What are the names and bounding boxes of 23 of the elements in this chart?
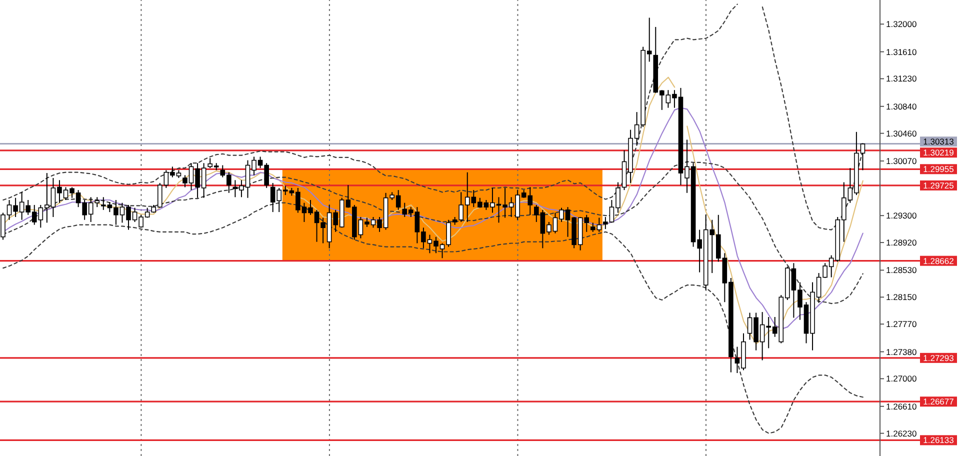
ref-line-label: 1.30313 xyxy=(923,136,954,147)
y-tick-label: 1.27000 xyxy=(886,374,917,384)
y-tick-label: 1.31230 xyxy=(886,74,917,84)
ref-line-label: 1.28662 xyxy=(923,256,954,266)
y-tick-label: 1.30070 xyxy=(886,156,917,166)
ref-line-label: 1.26677 xyxy=(923,396,954,407)
y-tick-label: 1.29300 xyxy=(886,210,917,221)
y-tick-label: 1.27770 xyxy=(886,319,917,330)
y-tick-label: 1.28530 xyxy=(886,265,917,276)
y-tick-label: 1.30460 xyxy=(886,128,917,138)
ref-line-label: 1.29955 xyxy=(923,164,954,174)
y-tick-label: 1.26230 xyxy=(886,428,917,438)
ref-line-label: 1.29725 xyxy=(923,180,954,190)
y-tick-label: 1.30840 xyxy=(886,101,917,112)
y-tick-label: 1.28150 xyxy=(886,292,917,302)
y-tick-label: 1.26610 xyxy=(886,401,917,412)
y-tick-label: 1.28920 xyxy=(886,238,917,248)
ref-line-label: 1.27293 xyxy=(923,352,954,363)
ref-line-label: 1.30219 xyxy=(923,148,954,158)
y-tick-label: 1.31610 xyxy=(886,46,917,57)
y-tick-label: 1.27380 xyxy=(886,346,917,357)
y-tick-label: 1.32000 xyxy=(886,19,917,30)
ref-line-label: 1.26133 xyxy=(923,435,954,446)
